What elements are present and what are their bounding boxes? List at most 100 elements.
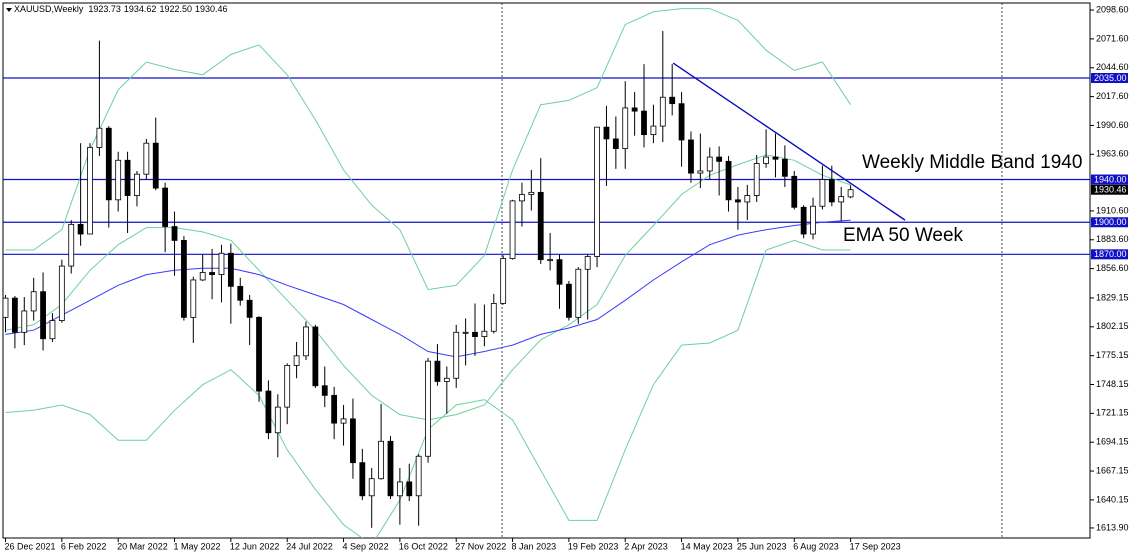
candle-body [359, 462, 366, 497]
y-tick-label: 1694.15 [1096, 437, 1129, 447]
y-tick-label: 2017.60 [1096, 91, 1129, 101]
candle-body [509, 200, 516, 259]
header: XAUUSD,Weekly 1923.73 1934.62 1922.50 1930.4… [14, 4, 228, 14]
candle-body [209, 272, 215, 276]
plot-area [3, 8, 1090, 538]
candle-body [772, 156, 779, 160]
candle-body [312, 326, 319, 387]
candle-body [152, 142, 159, 189]
candle-body [30, 291, 37, 312]
candle-body [40, 291, 46, 340]
level-label: 1900.00 [1094, 217, 1127, 227]
candle-body [603, 126, 610, 140]
trendline [672, 62, 906, 221]
x-tick-label: 6 Aug 2023 [793, 541, 839, 551]
candle-body [87, 147, 93, 235]
header-high: 1934.62 [124, 4, 157, 14]
symbol: XAUUSD,Weekly [14, 4, 84, 14]
candle-body [293, 355, 300, 366]
candle-body [331, 394, 338, 424]
candle-body [594, 126, 600, 257]
level-label-bg [1091, 174, 1128, 185]
candle-body [21, 310, 28, 333]
candle-body [697, 170, 704, 174]
candle-body [77, 223, 84, 235]
candle-body [415, 455, 422, 497]
candle-body [143, 142, 150, 175]
x-tick-label: 26 Dec 2021 [5, 541, 56, 551]
candle-body [763, 156, 769, 164]
annotation: EMA 50 Week [843, 225, 964, 246]
level-label: 1940.00 [1094, 174, 1127, 184]
candle-body [171, 226, 178, 241]
x-tick-label: 4 Sep 2022 [343, 541, 389, 551]
x-tick-label: 25 Jun 2023 [737, 541, 787, 551]
candle-body [659, 96, 666, 127]
candle-body [753, 163, 760, 196]
candle-body [500, 258, 507, 304]
candle-body [631, 107, 638, 112]
candle-body [443, 377, 450, 382]
x-tick-label: 24 Jul 2022 [286, 541, 333, 551]
candle-body [49, 320, 56, 340]
candle-body [622, 107, 629, 149]
candle-body [246, 299, 253, 318]
header-close: 1930.46 [195, 4, 228, 14]
y-tick-label: 1856.60 [1096, 263, 1129, 273]
bid-label-bg [1091, 184, 1128, 195]
candle-body [828, 179, 835, 203]
candle-body [284, 365, 291, 408]
candle-body [11, 297, 18, 333]
candle-body [434, 360, 441, 382]
candle-body [199, 272, 206, 281]
candle-body [566, 283, 572, 318]
x-tick-label: 27 Nov 2022 [455, 541, 506, 551]
candle-body [406, 481, 413, 497]
candle-body [819, 179, 826, 207]
y-tick-label: 1802.15 [1096, 321, 1129, 331]
candle-body [519, 194, 525, 202]
indicator-line [5, 219, 851, 358]
x-tick-label: 14 May 2023 [681, 541, 733, 551]
indicator-line [5, 8, 852, 291]
x-tick-label: 6 Feb 2022 [61, 541, 107, 551]
candle-body [227, 252, 234, 287]
candle-body [115, 159, 122, 201]
y-tick-label: 1829.15 [1096, 292, 1129, 302]
candle-body [490, 303, 497, 332]
candle-body [134, 173, 140, 196]
annotation: Weekly Middle Band 1940 [862, 152, 1082, 173]
y-tick-label: 1640.15 [1096, 494, 1129, 504]
y-tick-label: 2098.60 [1096, 4, 1129, 14]
candle-body [274, 406, 281, 434]
candle-body [425, 360, 431, 457]
candle-body [105, 127, 112, 201]
candle-body [396, 481, 403, 497]
candle-body [181, 240, 187, 318]
candle-body [368, 478, 375, 497]
candle-body [781, 158, 788, 177]
candle-body [556, 259, 563, 285]
y-tick-label: 1963.60 [1096, 149, 1129, 159]
candle-body [688, 139, 694, 174]
level-label-bg [1091, 249, 1128, 260]
candle-body [256, 316, 262, 392]
candle-body [481, 330, 488, 337]
x-tick-label: 17 Sep 2023 [850, 541, 901, 551]
candle-body [190, 279, 197, 318]
level-label: 1870.00 [1094, 249, 1127, 259]
candle-body [725, 160, 732, 201]
candle-body [237, 285, 244, 301]
candle-body [641, 110, 647, 136]
candle-body [678, 103, 685, 141]
candle-body [669, 96, 676, 105]
candle-body [387, 440, 394, 497]
candle-body [265, 390, 272, 434]
y-tick-label: 1990.60 [1096, 120, 1129, 130]
candle-body [124, 159, 131, 196]
x-tick-label: 1 May 2022 [174, 541, 221, 551]
level-label: 2035.00 [1094, 73, 1127, 83]
header-open: 1923.73 [88, 4, 121, 14]
